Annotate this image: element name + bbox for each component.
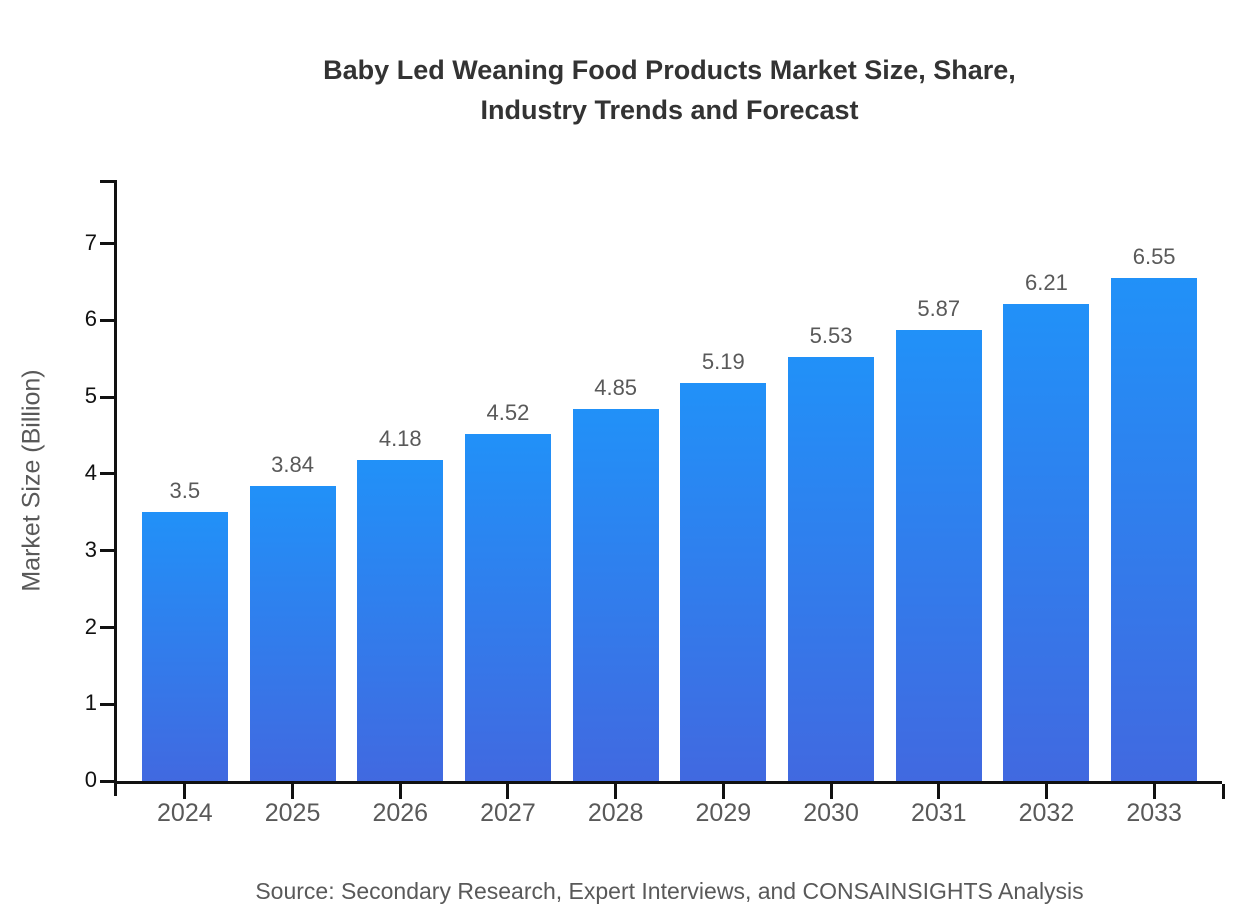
- x-axis-tick-label: 2024: [157, 799, 213, 827]
- x-axis-tick-label: 2029: [695, 799, 752, 827]
- y-axis-tick: [100, 242, 114, 246]
- bar-value-label: 3.84: [271, 452, 314, 478]
- bar-value-label: 5.53: [809, 322, 853, 348]
- y-axis-tick: [100, 395, 114, 399]
- x-axis-tick: [1044, 784, 1048, 799]
- bar: [141, 512, 228, 781]
- x-axis-tick-label: 2025: [264, 799, 321, 827]
- bar-value-label: 4.52: [486, 400, 530, 426]
- bar: [572, 408, 659, 781]
- x-axis-right-cap: [1222, 784, 1225, 799]
- source-note: Source: Secondary Research, Expert Inter…: [255, 878, 1084, 904]
- bar-value-label: 4.85: [594, 374, 638, 400]
- x-axis-tick: [506, 784, 510, 799]
- bar: [357, 460, 444, 781]
- y-axis-tick-label: 2: [84, 613, 97, 639]
- x-axis-tick-label: 2026: [372, 799, 429, 827]
- y-axis-tick-label: 0: [84, 767, 97, 792]
- x-axis-tick-label: 2030: [803, 799, 859, 827]
- x-axis-tick-label: 2033: [1126, 799, 1182, 827]
- bar: [249, 486, 336, 781]
- y-axis-tick: [100, 702, 114, 706]
- y-axis-tick-label: 3: [84, 536, 97, 562]
- bar-value-label: 4.18: [378, 426, 422, 452]
- chart-title: Baby Led Weaning Food Products Market Si…: [117, 50, 1222, 130]
- x-axis-tick: [398, 784, 402, 799]
- bar: [1003, 304, 1090, 781]
- bar: [1111, 278, 1198, 781]
- x-axis-tick: [721, 784, 725, 799]
- x-axis-tick-label: 2027: [480, 799, 536, 827]
- y-axis-tick-label: 4: [84, 459, 97, 485]
- bar: [680, 382, 767, 781]
- chart-title-line-1: Baby Led Weaning Food Products Market Si…: [323, 55, 1016, 85]
- bar: [788, 356, 875, 781]
- y-axis-line: [114, 180, 117, 796]
- x-axis-tick: [937, 784, 941, 799]
- y-axis-tick: [100, 318, 114, 322]
- y-axis-tick-label: 7: [84, 229, 97, 255]
- chart-title-line-2: Industry Trends and Forecast: [480, 95, 859, 125]
- x-axis-tick-label: 2031: [910, 799, 967, 827]
- y-axis-tick-label: 1: [84, 690, 97, 716]
- y-axis-tick: [100, 549, 114, 553]
- plot-area: 0 1 2 3 4 5 6 7 3.5 2024 3.84 2025 4.18 2026 4.52 2027 4…: [85, 180, 1225, 827]
- y-axis-tick-label: 6: [84, 306, 97, 332]
- y-axis-tick: [100, 626, 114, 629]
- y-axis-tick: [100, 779, 114, 783]
- bar-value-label: 6.55: [1132, 244, 1176, 270]
- x-axis-tick: [183, 784, 187, 799]
- x-axis-line: [114, 781, 1222, 784]
- bar-value-label: 6.21: [1025, 270, 1068, 296]
- y-axis-tick-label: 5: [84, 383, 97, 409]
- y-axis-tick: [100, 472, 114, 476]
- x-axis-tick-label: 2028: [587, 799, 644, 827]
- x-axis-tick: [614, 784, 618, 799]
- x-axis-tick: [291, 784, 295, 799]
- bar: [895, 330, 982, 781]
- bar-value-label: 5.19: [701, 348, 745, 374]
- y-axis-label: Market Size (Billion): [17, 369, 46, 592]
- x-axis-tick-label: 2032: [1018, 799, 1075, 827]
- y-axis-top-cap: [100, 180, 114, 183]
- x-axis-tick: [829, 784, 833, 799]
- bar-value-label: 5.87: [917, 296, 961, 322]
- x-axis-tick: [1152, 784, 1156, 799]
- bar: [464, 434, 551, 781]
- bar-value-label: 3.5: [169, 478, 201, 504]
